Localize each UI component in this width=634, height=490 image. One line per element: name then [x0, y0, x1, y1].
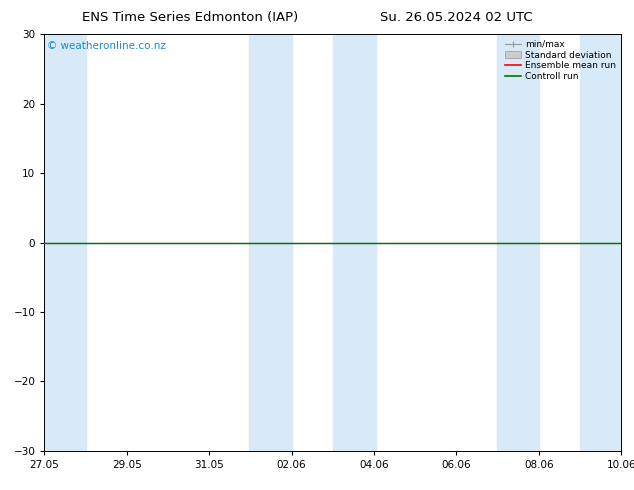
Text: Su. 26.05.2024 02 UTC: Su. 26.05.2024 02 UTC — [380, 11, 533, 24]
Bar — [249, 34, 292, 451]
Bar — [580, 34, 621, 451]
Bar — [44, 34, 86, 451]
Bar — [497, 34, 540, 451]
Legend: min/max, Standard deviation, Ensemble mean run, Controll run: min/max, Standard deviation, Ensemble me… — [501, 36, 619, 85]
Bar — [333, 34, 376, 451]
Text: ENS Time Series Edmonton (IAP): ENS Time Series Edmonton (IAP) — [82, 11, 299, 24]
Text: © weatheronline.co.nz: © weatheronline.co.nz — [48, 41, 166, 50]
